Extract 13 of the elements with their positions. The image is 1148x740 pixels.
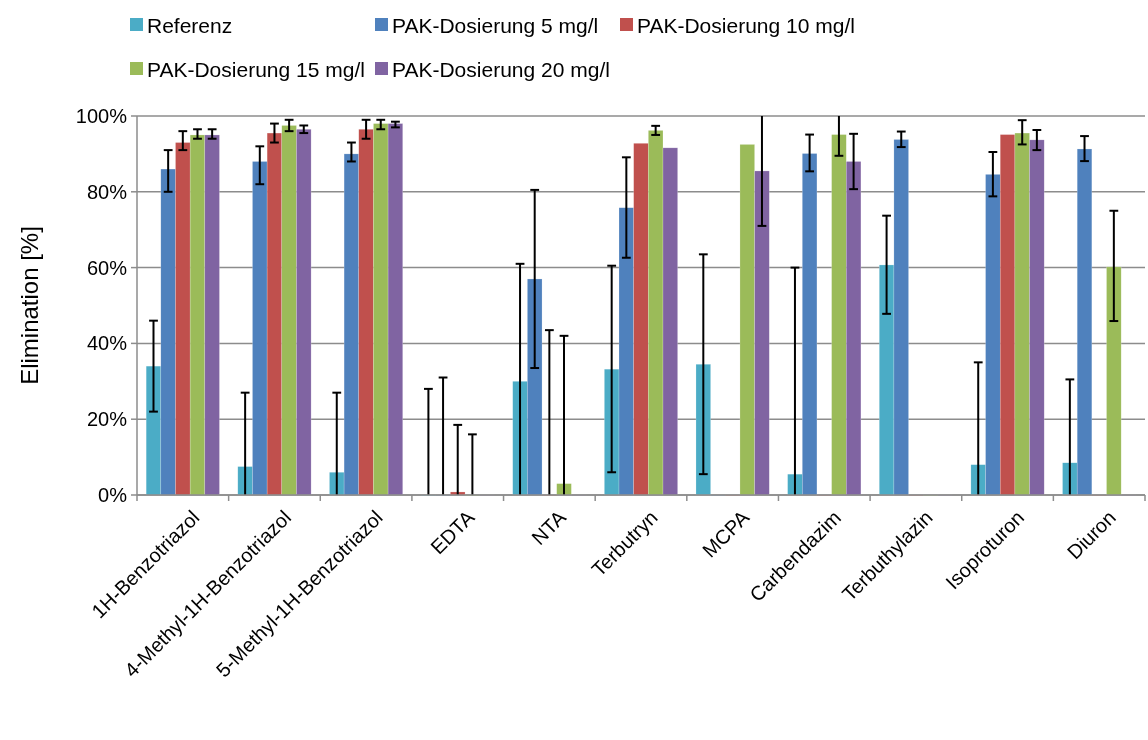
y-tick-label: 40% — [86, 332, 128, 355]
y-tick-label: 20% — [86, 408, 128, 431]
legend-label: PAK-Dosierung 20 mg/l — [392, 58, 610, 82]
y-tick-label: 0% — [98, 484, 128, 506]
legend-label: PAK-Dosierung 15 mg/l — [147, 58, 365, 82]
legend-label: PAK-Dosierung 10 mg/l — [637, 14, 855, 38]
legend-label: PAK-Dosierung 5 mg/l — [392, 14, 599, 38]
y-tick-label: 100% — [75, 105, 128, 127]
y-tick-label: 80% — [86, 180, 128, 203]
y-axis-title: Elimination [%] — [16, 226, 43, 385]
x-tick-label: NTA — [527, 505, 571, 549]
y-tick-label: 60% — [86, 256, 128, 279]
legend-label: Referenz — [147, 14, 233, 38]
